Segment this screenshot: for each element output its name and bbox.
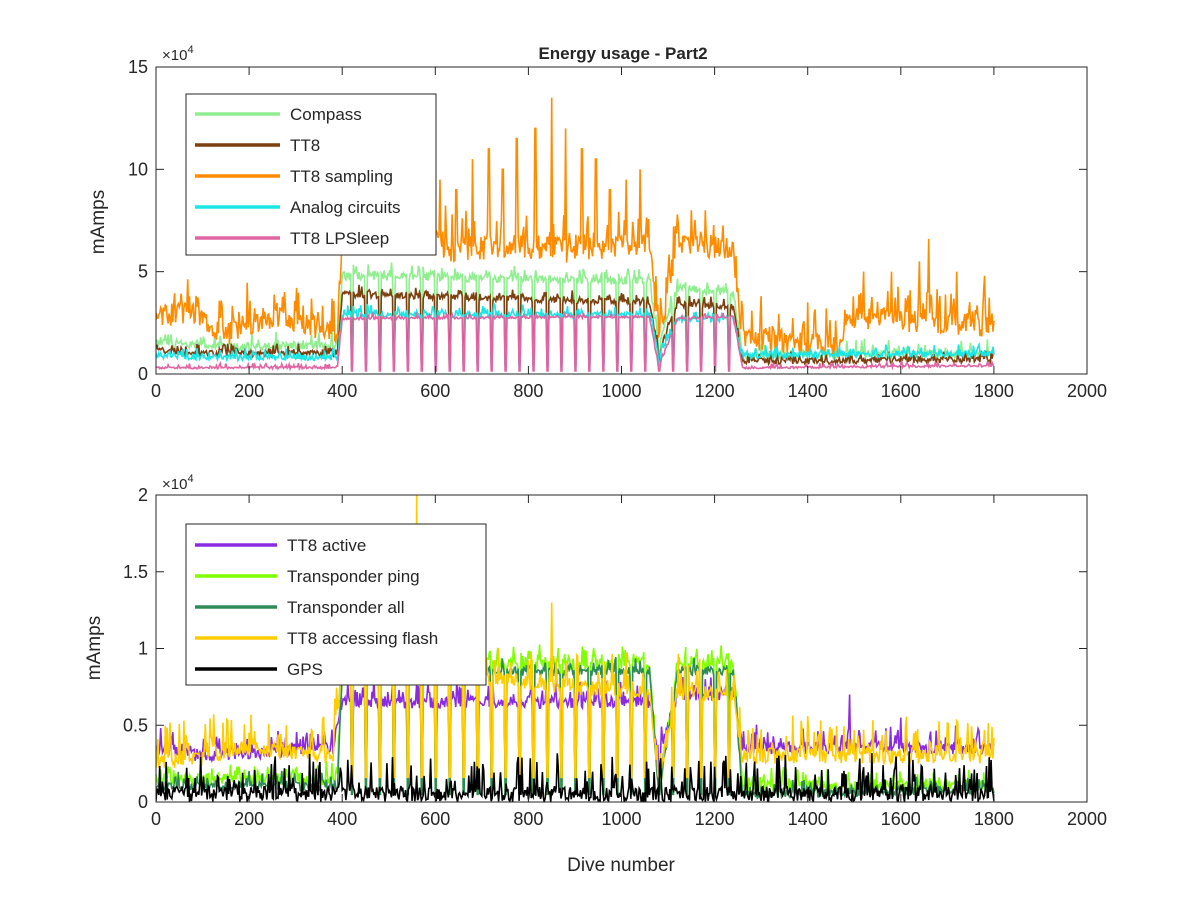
y-tick-label: 15 [128, 57, 148, 77]
x-tick-label: 1000 [601, 809, 641, 829]
bottom-legend[interactable]: TT8 active Transponder ping Transponder al… [185, 523, 487, 686]
x-tick-label: 1600 [881, 381, 921, 401]
series-line-tt8-lpsleep [156, 310, 995, 372]
legend-label: Analog circuits [290, 198, 401, 217]
bottom-legend-box [185, 523, 487, 686]
bottom-plot-area [156, 495, 995, 802]
top-exponent-label: ×104 [162, 44, 194, 64]
series-line-tt8-sampling [156, 97, 995, 359]
y-tick-label: 2 [138, 485, 148, 505]
x-tick-label: 800 [513, 809, 543, 829]
legend-label: Transponder ping [287, 567, 420, 586]
x-tick-label: 600 [420, 809, 450, 829]
legend-label: TT8 active [287, 536, 366, 555]
legend-label: TT8 accessing flash [287, 629, 438, 648]
bottom-ticks: 0 200 400 600 800 1000 1200 1400 1600 1800 2000 0 0.… [123, 485, 1107, 829]
x-tick-label: 1200 [695, 381, 735, 401]
top-legend[interactable]: Compass TT8 TT8 sampling Analog circuits TT8… [185, 93, 437, 256]
x-tick-label: 1400 [788, 381, 828, 401]
bottom-axes: ×104 0 200 400 600 800 1000 1200 1400 1600 1800 20… [84, 473, 1107, 876]
y-tick-label: 0 [138, 364, 148, 384]
x-tick-label: 400 [327, 809, 357, 829]
x-tick-label: 1600 [881, 809, 921, 829]
bottom-exponent-label: ×104 [162, 473, 194, 493]
x-tick-label: 1400 [788, 809, 828, 829]
x-tick-label: 1000 [601, 381, 641, 401]
top-y-axis-label: mAmps [88, 190, 109, 254]
x-tick-label: 400 [327, 381, 357, 401]
x-tick-label: 0 [151, 381, 161, 401]
y-tick-label: 0.5 [123, 715, 148, 735]
x-tick-label: 200 [234, 381, 264, 401]
y-tick-label: 5 [138, 262, 148, 282]
x-tick-label: 200 [234, 809, 264, 829]
x-tick-label: 2000 [1067, 381, 1107, 401]
x-tick-label: 2000 [1067, 809, 1107, 829]
legend-label: Transponder all [287, 598, 405, 617]
x-tick-label: 600 [420, 381, 450, 401]
top-plot-area [156, 97, 995, 372]
x-tick-label: 800 [513, 381, 543, 401]
legend-label: TT8 [290, 136, 320, 155]
x-tick-label: 0 [151, 809, 161, 829]
legend-label: TT8 LPSleep [290, 229, 389, 248]
series-line-gps [156, 751, 995, 802]
top-ticks: 0 200 400 600 800 1000 1200 1400 1600 1800 2000 0 5 1… [128, 57, 1107, 401]
bottom-y-axis-label: mAmps [84, 616, 105, 680]
legend-label: Compass [290, 105, 362, 124]
legend-label: TT8 sampling [290, 167, 393, 186]
top-axes: Energy usage - Part2 ×104 0 200 400 600 800 1… [88, 44, 1107, 401]
x-axis-label: Dive number [567, 855, 675, 876]
x-tick-label: 1200 [695, 809, 735, 829]
legend-label: GPS [287, 660, 323, 679]
x-tick-label: 1800 [974, 381, 1014, 401]
y-tick-label: 1 [138, 639, 148, 659]
chart-title: Energy usage - Part2 [538, 44, 707, 63]
series-line-tt8-accessing-flash [156, 495, 995, 779]
y-tick-label: 0 [138, 792, 148, 812]
x-tick-label: 1800 [974, 809, 1014, 829]
y-tick-label: 1.5 [123, 562, 148, 582]
y-tick-label: 10 [128, 159, 148, 179]
